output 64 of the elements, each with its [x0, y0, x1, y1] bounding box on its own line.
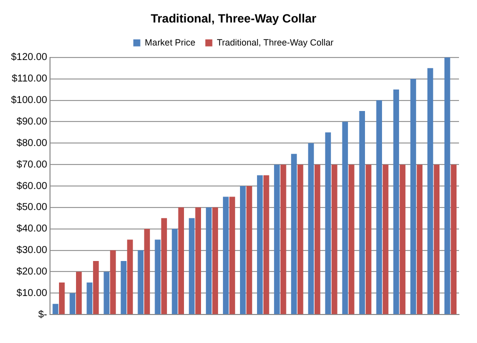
y-tick-label: $120.00 — [10, 52, 48, 64]
bar — [93, 261, 99, 314]
legend-label: Traditional, Three-Way Collar — [216, 37, 334, 48]
bar — [393, 90, 400, 314]
y-tick-label: $- — [38, 309, 48, 320]
bar — [308, 143, 314, 314]
bar — [70, 293, 76, 314]
bar — [263, 175, 270, 314]
bar — [348, 164, 354, 314]
bar — [416, 164, 422, 314]
bar — [161, 218, 167, 314]
y-tick-label: $40.00 — [16, 224, 48, 235]
bar — [297, 164, 304, 314]
y-tick-label: $50.00 — [16, 202, 48, 214]
bar — [434, 164, 440, 314]
bar — [246, 186, 252, 314]
bar — [400, 164, 406, 314]
y-tick-label: $80.00 — [16, 138, 48, 149]
bar — [52, 304, 58, 314]
bar — [178, 207, 184, 314]
legend-label: Market Price — [144, 37, 196, 48]
bar — [291, 154, 297, 314]
bar — [206, 207, 212, 314]
bar — [366, 164, 372, 314]
chart-title: Traditional, Three-Way Collar — [150, 12, 317, 26]
bar — [314, 164, 320, 314]
bar — [410, 78, 416, 314]
bar — [359, 110, 365, 314]
bar — [427, 68, 434, 314]
bar — [104, 272, 110, 314]
bar — [144, 228, 150, 314]
bar — [195, 207, 202, 314]
bar — [229, 196, 236, 314]
y-tick-label: $30.00 — [16, 245, 48, 256]
bar — [138, 250, 144, 314]
bar — [444, 57, 450, 314]
bar — [222, 196, 229, 314]
bar — [325, 132, 331, 314]
bar — [154, 240, 161, 314]
bar — [127, 240, 133, 314]
bar — [188, 218, 195, 314]
bar — [110, 250, 116, 314]
bar — [212, 207, 218, 314]
bar — [257, 175, 263, 314]
y-tick-label: $110.00 — [12, 74, 48, 85]
bar — [280, 164, 286, 314]
y-tick-label: $10.00 — [16, 288, 48, 299]
bar — [120, 261, 126, 314]
bar — [58, 282, 65, 314]
bar — [376, 100, 382, 314]
bar — [382, 164, 388, 314]
bar — [274, 164, 280, 314]
bar — [76, 272, 82, 314]
bar — [450, 164, 457, 314]
y-tick-label: $100.00 — [10, 95, 48, 106]
y-tick-label: $60.00 — [16, 180, 48, 192]
bar — [240, 186, 246, 314]
bar — [332, 164, 338, 314]
y-tick-label: $90.00 — [16, 116, 48, 128]
bar — [172, 228, 178, 314]
bar — [342, 122, 348, 314]
y-tick-label: $70.00 — [16, 159, 48, 170]
bar — [86, 282, 92, 314]
y-tick-label: $20.00 — [16, 266, 48, 278]
